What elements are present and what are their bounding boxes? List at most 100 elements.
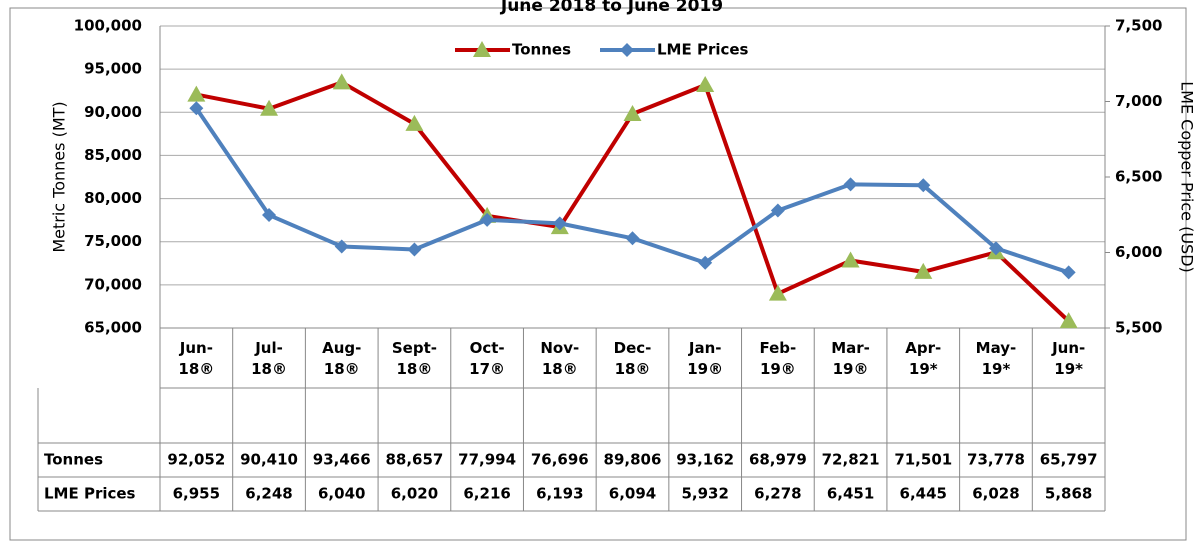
x-tick-line: 18® (251, 360, 287, 378)
series-line (194, 107, 1070, 275)
x-tick-line: Apr- (905, 339, 941, 357)
x-tick-line: 19® (687, 360, 723, 378)
x-tick-line: Nov- (540, 339, 579, 357)
x-tick-line: Feb- (759, 339, 796, 357)
point (620, 43, 634, 57)
x-tick-label: Jun- 19* (1051, 339, 1085, 378)
x-tick-label: Jul- 18® (251, 339, 287, 378)
y2-tick-label: 5,500 (1115, 319, 1162, 337)
table-cell: 6,020 (391, 485, 438, 503)
table-cell: 89,806 (604, 451, 662, 469)
y2-tick-label: 6,000 (1115, 243, 1162, 261)
x-tick-line: Jul- (254, 339, 283, 357)
x-tick-line: 19* (982, 360, 1011, 378)
point (262, 208, 277, 223)
x-tick-label: Nov- 18® (540, 339, 579, 378)
x-tick-line: Sept- (392, 339, 437, 357)
x-tick-line: 19® (833, 360, 869, 378)
x-tick-line: Dec- (614, 339, 652, 357)
point (698, 255, 713, 270)
table-cell: 65,797 (1040, 451, 1098, 469)
x-tick-label: Sept- 18® (392, 339, 437, 378)
point (623, 104, 642, 121)
table-cell: 93,466 (313, 451, 371, 469)
point (625, 231, 640, 246)
point (552, 216, 567, 231)
y-tick-label: 90,000 (84, 103, 142, 121)
x-tick-line: 18® (615, 360, 651, 378)
y2-tick-label: 7,500 (1115, 17, 1162, 35)
table-cell: 92,052 (167, 451, 225, 469)
table-cell: 6,028 (972, 485, 1019, 503)
point (407, 242, 422, 257)
table-cell: 73,778 (967, 451, 1025, 469)
point (988, 241, 1003, 256)
table-cell: 77,994 (458, 451, 516, 469)
table-row-header: LME Prices (44, 485, 136, 503)
x-tick-line: 19® (760, 360, 796, 378)
x-tick-label: Feb- 19® (759, 339, 796, 378)
x-tick-line: May- (976, 339, 1017, 357)
x-tick-line: Jan- (688, 339, 722, 357)
point (1061, 265, 1076, 280)
table-cell: 6,451 (827, 485, 874, 503)
x-tick-label: Jun- 18® (178, 339, 214, 378)
x-tick-line: 19* (1054, 360, 1083, 378)
table-cell: 5,932 (681, 485, 728, 503)
table-cell: 6,216 (463, 485, 510, 503)
y-tick-label: 95,000 (84, 60, 142, 78)
table-cell: 6,278 (754, 485, 801, 503)
y-tick-label: 70,000 (84, 275, 142, 293)
x-tick-label: Jan- 19® (687, 339, 723, 378)
table-cell: 5,868 (1045, 485, 1092, 503)
point (189, 101, 204, 116)
table-cell: 6,955 (173, 485, 220, 503)
table-cell: 93,162 (676, 451, 734, 469)
y2-tick-label: 6,500 (1115, 168, 1162, 186)
point (334, 239, 349, 254)
table-cell: 71,501 (894, 451, 952, 469)
chart-frame (9, 7, 1187, 541)
x-tick-label: Mar- 19® (831, 339, 870, 378)
table-cell: 72,821 (822, 451, 880, 469)
y-tick-label: 85,000 (84, 146, 142, 164)
x-tick-line: Oct- (470, 339, 505, 357)
x-tick-label: Apr- 19* (905, 339, 941, 378)
point (916, 178, 931, 193)
x-tick-line: Aug- (322, 339, 361, 357)
point (1059, 312, 1078, 329)
point (696, 76, 715, 93)
x-tick-label: Dec- 18® (614, 339, 652, 378)
point (473, 41, 491, 57)
point (187, 85, 206, 102)
x-tick-line: 18® (542, 360, 578, 378)
point (260, 99, 279, 116)
table-cell: 6,094 (609, 485, 656, 503)
x-tick-line: 19* (909, 360, 938, 378)
chart-title: June 2018 to June 2019 (500, 0, 723, 16)
x-tick-line: 18® (178, 360, 214, 378)
legend-label: Tonnes (512, 41, 571, 59)
y2-tick-label: 7,000 (1115, 92, 1162, 110)
point (768, 284, 787, 301)
table-cell: 6,248 (245, 485, 292, 503)
point (405, 114, 424, 131)
x-tick-line: 17® (469, 360, 505, 378)
x-tick-line: Mar- (831, 339, 870, 357)
point (332, 73, 351, 90)
point (843, 177, 858, 192)
y-tick-label: 65,000 (84, 319, 142, 337)
x-tick-label: May- 19* (976, 339, 1017, 378)
y-tick-label: 75,000 (84, 232, 142, 250)
point (770, 203, 785, 218)
x-tick-label: Aug- 18® (322, 339, 361, 378)
x-tick-line: 18® (324, 360, 360, 378)
point (914, 262, 933, 279)
x-tick-label: Oct- 17® (469, 339, 505, 378)
table-cell: 90,410 (240, 451, 298, 469)
x-tick-line: Jun- (1051, 339, 1085, 357)
table-row-header: Tonnes (44, 451, 103, 469)
y-tick-label: 80,000 (84, 189, 142, 207)
table-cell: 6,445 (900, 485, 947, 503)
